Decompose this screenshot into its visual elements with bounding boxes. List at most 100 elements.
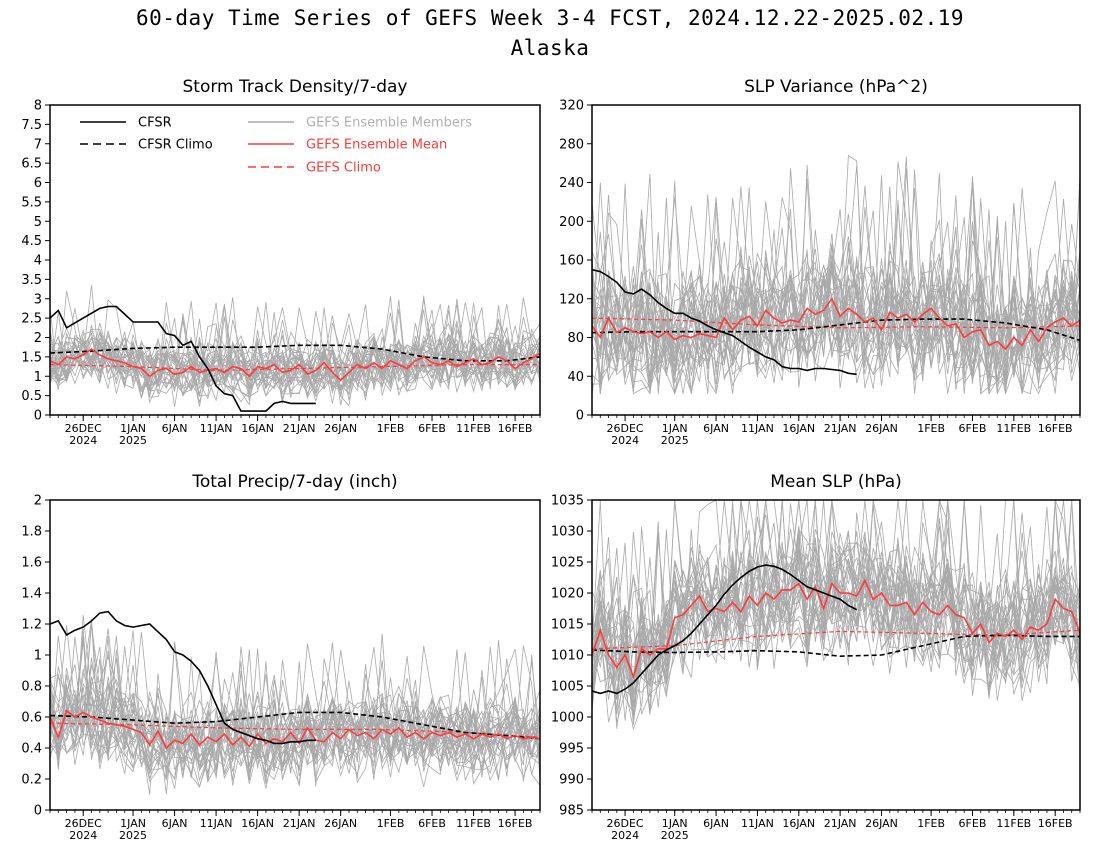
ensemble-members (50, 285, 540, 407)
y-tick-label: 0.8 (21, 680, 42, 695)
y-tick-label: 8 (34, 99, 42, 114)
legend-mean-label: GEFS Ensemble Mean (306, 138, 447, 153)
y-tick-label: 1030 (551, 525, 584, 540)
figure-title: 60-day Time Series of GEFS Week 3-4 FCST… (135, 6, 964, 30)
x-tick-label: 1JAN (662, 817, 688, 830)
member-line (592, 500, 1080, 687)
y-tick-label: 0.6 (21, 711, 42, 726)
x-tick-year-label: 2024 (69, 434, 97, 447)
gefs-ensemble-mean-line (50, 709, 540, 750)
y-tick-label: 2 (34, 331, 42, 346)
y-tick-label: 6.5 (21, 157, 42, 172)
chart-title: Storm Track Density/7-day (183, 77, 408, 97)
x-tick-label: 26JAN (324, 817, 357, 830)
member-line (50, 298, 540, 407)
chart-title: Total Precip/7-day (inch) (191, 472, 397, 492)
x-tick-label: 11JAN (200, 422, 233, 435)
x-tick-label: 1FEB (917, 422, 945, 435)
member-line (50, 620, 540, 779)
y-tick-label: 0.2 (21, 773, 42, 788)
y-tick-label: 1010 (551, 649, 584, 664)
cfsr-line (50, 610, 316, 745)
x-tick-label: 16JAN (782, 817, 815, 830)
y-tick-label: 1000 (551, 711, 584, 726)
legend-gefs-climo-label: GEFS Climo (306, 161, 381, 176)
x-tick-label: 26DEC (607, 422, 644, 435)
y-tick-label: 4.5 (21, 234, 42, 249)
y-tick-label: 1.5 (21, 350, 42, 365)
gefs-ensemble-mean-line (50, 348, 540, 382)
y-tick-label: 995 (559, 742, 584, 757)
y-tick-label: 1.2 (21, 618, 42, 633)
y-tick-label: 5.5 (21, 195, 42, 210)
member-line (592, 500, 1080, 706)
cfsr-line (50, 305, 316, 412)
member-line (50, 285, 540, 402)
y-tick-label: 4 (34, 254, 42, 269)
legend-members-label: GEFS Ensemble Members (306, 116, 472, 131)
x-tick-label: 1JAN (662, 422, 688, 435)
y-tick-label: 160 (559, 254, 584, 269)
member-line (592, 500, 1080, 686)
x-tick-label: 6FEB (418, 817, 446, 830)
cfsr-climo-line (50, 711, 540, 740)
x-tick-year-label: 2024 (611, 434, 639, 447)
member-line (50, 630, 540, 781)
y-tick-label: 990 (559, 773, 584, 788)
member-line (50, 679, 540, 782)
x-tick-label: 1JAN (120, 817, 146, 830)
gefs-climo-line (592, 317, 1080, 329)
y-tick-label: 0 (34, 804, 42, 819)
x-tick-label: 1JAN (120, 422, 146, 435)
member-line (50, 658, 540, 780)
x-tick-label: 26DEC (607, 817, 644, 830)
cfsr-line (592, 564, 858, 695)
gefs-ensemble-mean-line (592, 297, 1080, 351)
legend-cfsr-label: CFSR (138, 116, 172, 131)
member-line (50, 650, 540, 783)
y-tick-label: 1005 (551, 680, 584, 695)
x-tick-label: 16FEB (1038, 817, 1073, 830)
member-line (592, 186, 1080, 395)
y-tick-label: 1.4 (21, 587, 42, 602)
y-tick-label: 40 (567, 370, 584, 385)
member-line (592, 161, 1080, 374)
member-line (50, 659, 540, 782)
y-tick-label: 7.5 (21, 118, 42, 133)
member-line (592, 154, 1080, 395)
y-tick-label: 1 (34, 649, 42, 664)
x-tick-label: 6JAN (162, 817, 188, 830)
x-tick-label: 26JAN (865, 817, 898, 830)
x-tick-label: 11JAN (200, 817, 233, 830)
chart-panel-3: Total Precip/7-day (inch)00.20.40.60.811… (21, 472, 541, 842)
member-line (592, 500, 1080, 703)
y-tick-label: 240 (559, 176, 584, 191)
y-tick-label: 1.6 (21, 556, 42, 571)
cfsr-climo-line (50, 344, 540, 362)
y-tick-label: 1025 (551, 556, 584, 571)
y-tick-label: 1015 (551, 618, 584, 633)
y-tick-label: 5 (34, 215, 42, 230)
member-line (592, 231, 1080, 395)
y-tick-label: 320 (559, 99, 584, 114)
x-tick-label: 6JAN (703, 422, 729, 435)
x-tick-label: 16FEB (498, 817, 533, 830)
member-line (592, 169, 1080, 394)
x-tick-label: 21JAN (283, 817, 316, 830)
y-tick-label: 985 (559, 804, 584, 819)
member-line (50, 619, 540, 782)
x-tick-year-label: 2025 (661, 829, 689, 842)
chart-title: Mean SLP (hPa) (770, 472, 902, 492)
x-tick-label: 26DEC (65, 422, 102, 435)
member-line (50, 302, 540, 393)
member-line (592, 554, 1080, 709)
ensemble-members (592, 154, 1080, 395)
y-tick-label: 280 (559, 137, 584, 152)
y-tick-label: 0 (576, 409, 584, 424)
gefs-ensemble-mean-line (592, 578, 1080, 680)
cfsr-line (592, 268, 857, 376)
x-tick-label: 1FEB (917, 817, 945, 830)
x-tick-label: 16JAN (241, 422, 274, 435)
gefs-climo-line (50, 364, 540, 372)
